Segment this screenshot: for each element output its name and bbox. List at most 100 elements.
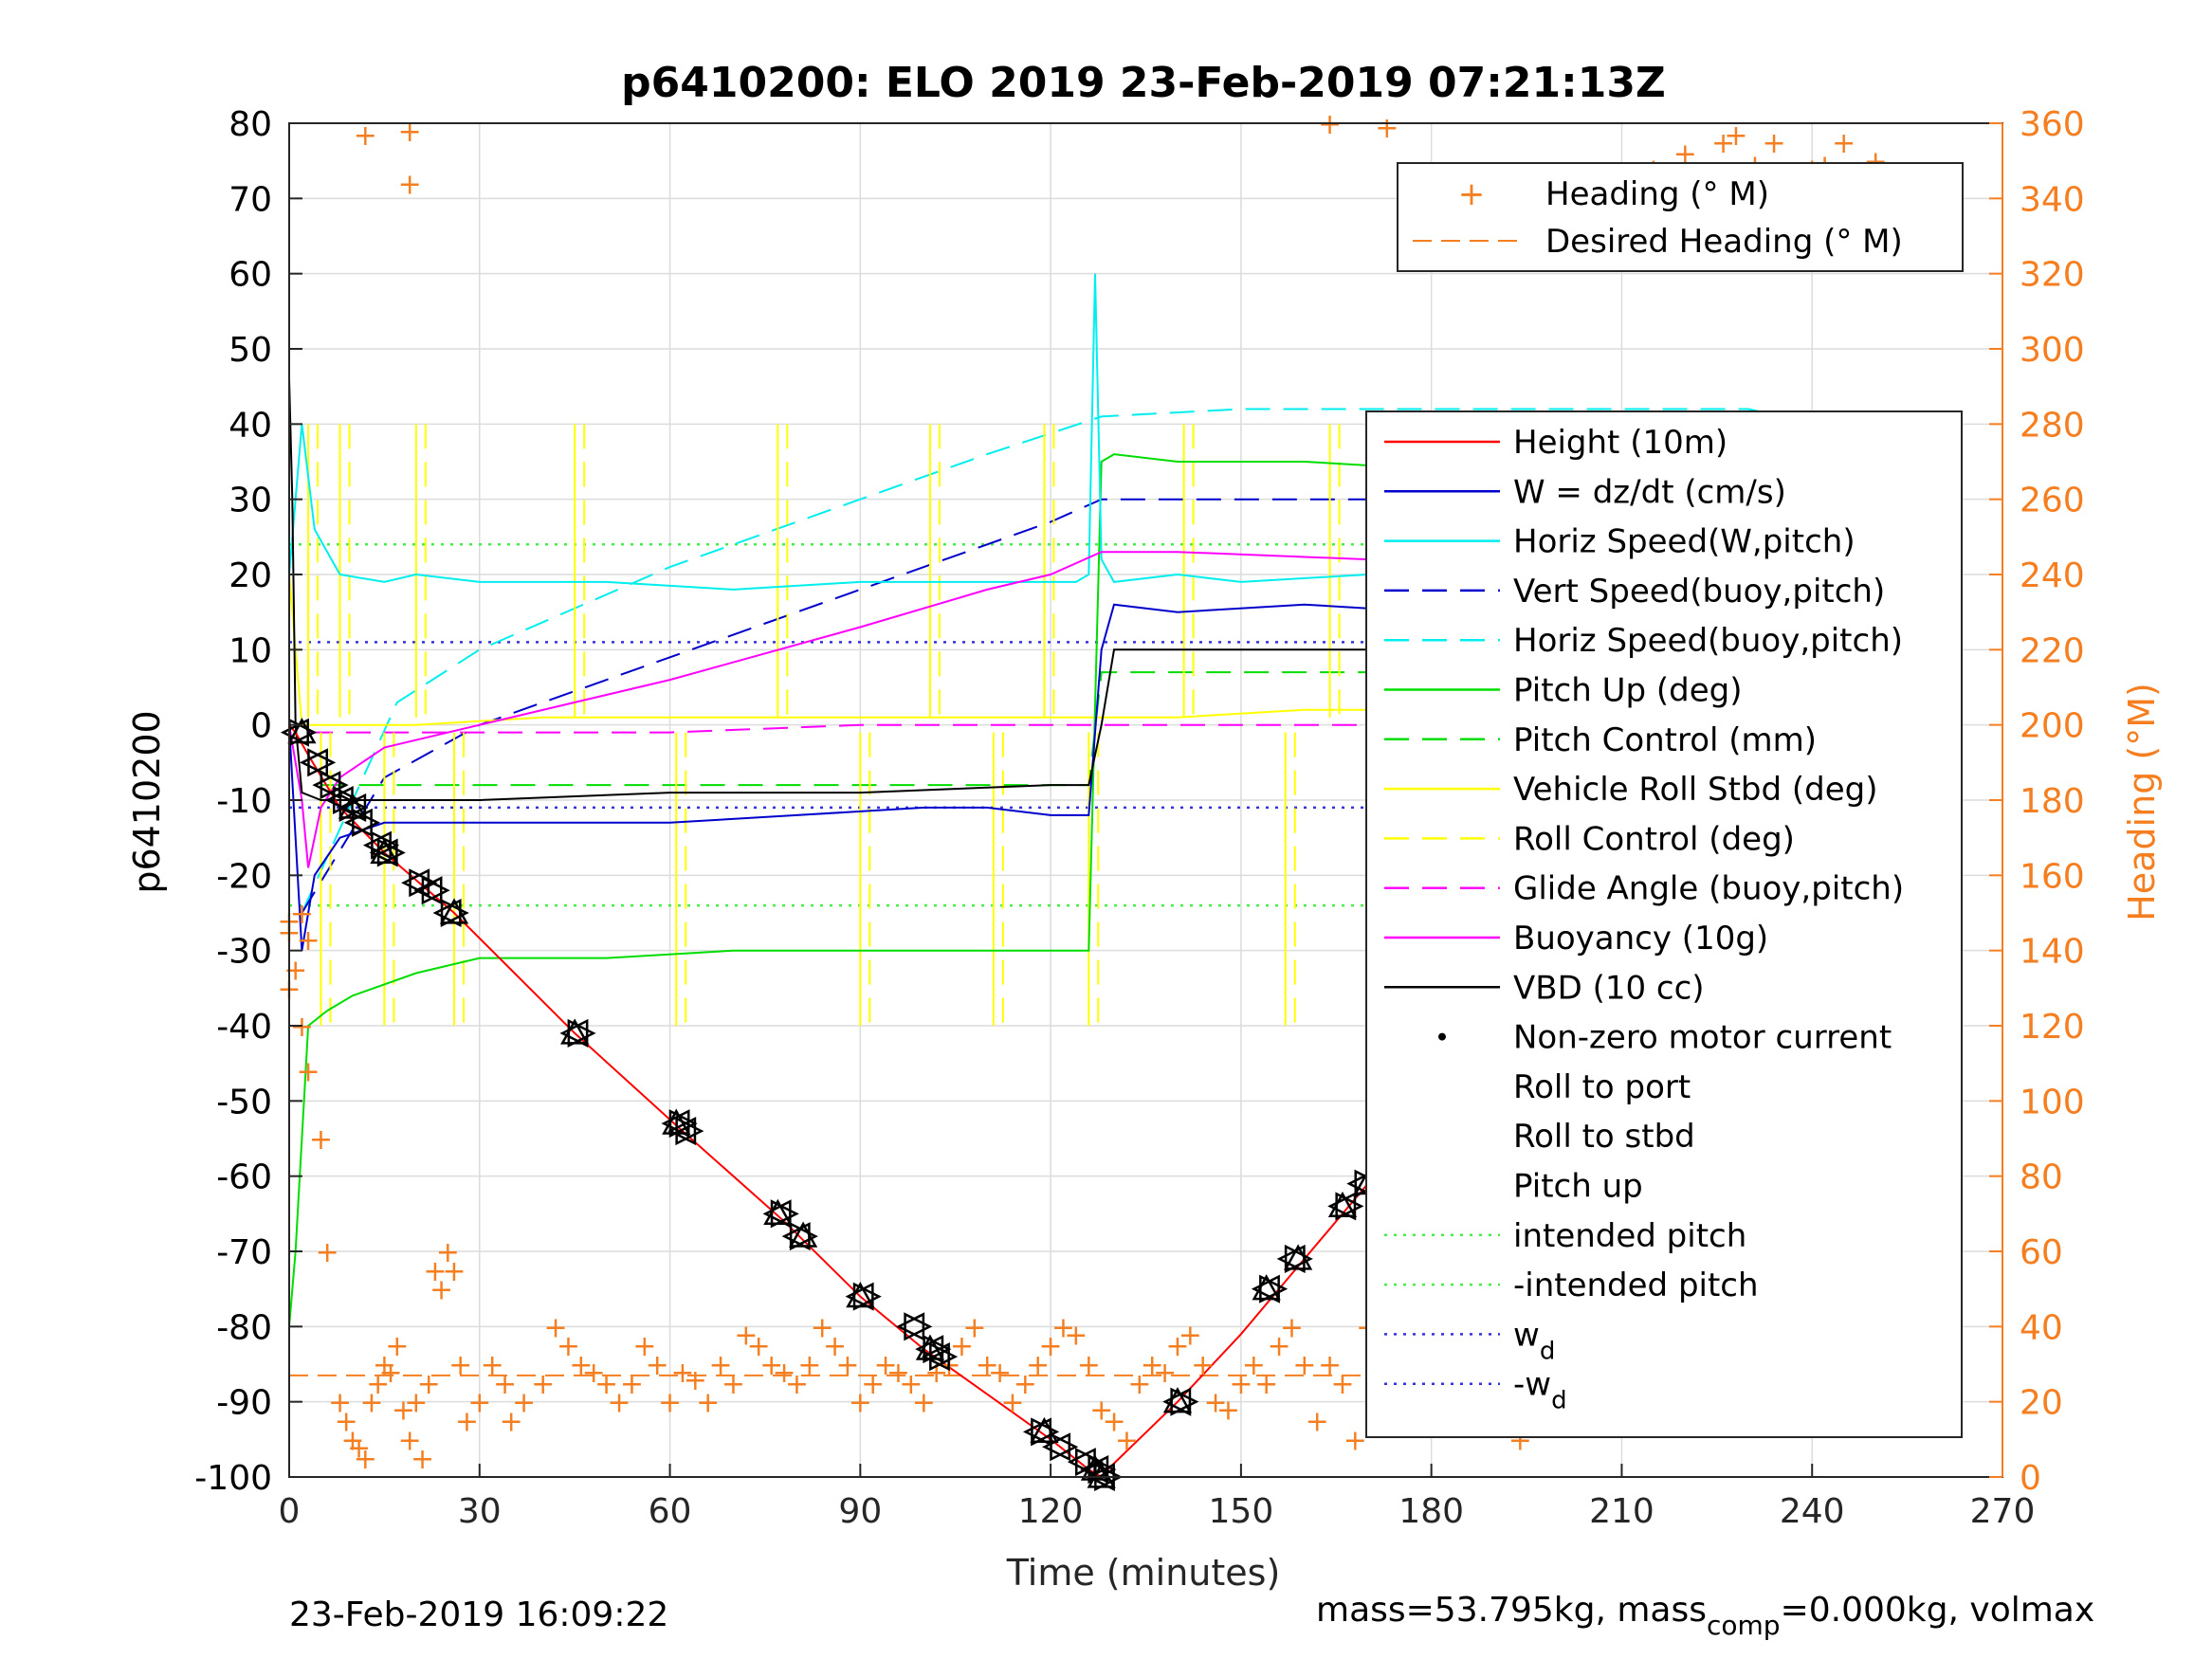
y-right-tick-label: 20 [2020,1384,2063,1423]
heading-point: + [684,1364,707,1397]
x-tick-label: 30 [458,1492,502,1531]
legend-label-text: Vehicle Roll Stbd (deg) [1513,771,1878,809]
heading-point: + [658,1387,682,1420]
x-tick-label: 60 [649,1492,692,1531]
roll-stbd-marker [440,898,469,928]
y-right-tick-label: 240 [2020,556,2085,595]
heading-point: + [379,1357,403,1390]
legend-label-text: VBD (10 cc) [1513,969,1705,1007]
x-tick-label: 240 [1780,1492,1845,1531]
pitch-up-marker [1080,1454,1110,1481]
legend-label: VBD (10 cc) [1513,969,1705,1007]
heading-point: + [696,1387,720,1420]
heading-point: + [297,1056,320,1089]
roll-stbd-marker [1284,1244,1313,1273]
y-left-tick-label: -90 [216,1384,272,1423]
pitch-up-marker [1030,1416,1059,1444]
heading-point: + [493,1368,517,1401]
heading-point: + [544,1311,568,1344]
x-tick-label: 270 [1970,1492,2036,1531]
legend-label-subscript: d [1551,1387,1567,1415]
heading-point: + [290,1011,314,1044]
y-axis-left-ticks: 80 70 60 50 40 30 20 10 0 -10 -20 -30 -40 -50 -60 -70 -8… [194,105,302,1498]
y-right-tick-label: 280 [2020,406,2085,445]
heading-point: + [335,1406,358,1439]
roll-port-marker [1327,1192,1357,1221]
pitch-up-marker [338,793,368,819]
heading-point: + [1064,1319,1088,1352]
footer-mass-b: =0.000kg, volmax [1781,1591,2095,1630]
legend-label-text: -intended pitch [1513,1267,1759,1304]
roll-stbd-marker [929,1342,959,1372]
heading-point: + [709,1349,733,1382]
heading-point: + [340,1424,364,1457]
heading-point: + [785,1368,809,1401]
legend-label: Vert Speed(buoy,pitch) [1513,573,1885,611]
footer-mass-a: mass=53.795kg, mass [1316,1591,1707,1630]
y-right-tick-label: 220 [2020,631,2085,670]
heading-point: + [1127,1368,1151,1401]
heading-point: + [759,1349,783,1382]
legend-heading: + Heading (° M) Desired Heading (° M) [1397,162,1964,272]
y-right-tick-label: 320 [2020,256,2085,295]
y-right-tick-label: 200 [2020,707,2085,746]
pitch-up-marker [662,1108,691,1135]
heading-point: + [373,1349,396,1382]
heading-point: + [398,1424,422,1457]
heading-point: + [1724,119,1747,153]
heading-legend-marker: + [1458,175,1486,213]
x-tick-label: 150 [1209,1492,1274,1531]
legend-label-text: Pitch Up (deg) [1513,672,1742,710]
legend-label: Height (10m) [1513,424,1728,462]
heading-point: + [328,1387,352,1420]
heading-point: + [359,1387,383,1420]
heading-point: + [670,1357,694,1390]
y-left-tick-label: -40 [216,1008,272,1047]
heading-point: + [354,1443,377,1476]
heading-point: + [1204,1387,1228,1420]
heading-point: + [1216,1395,1240,1428]
legend-label-text: Height (10m) [1513,424,1728,462]
y-right-tick-label: 120 [2020,1008,2085,1047]
legend-label-text: Pitch up [1513,1168,1643,1206]
y-right-tick-label: 260 [2020,482,2085,520]
heading-point: + [347,1431,371,1465]
legend-label: -wd [1513,1366,1567,1415]
heading-point: + [531,1368,555,1401]
legend-label-text: Pitch Control (mm) [1513,721,1817,759]
heading-point: + [1267,1330,1290,1363]
heading-point: + [1762,127,1785,160]
y-right-tick-label: 340 [2020,180,2085,219]
heading-point: + [1000,1387,1024,1420]
heading-point: + [620,1368,644,1401]
x-tick-label: 0 [279,1492,301,1531]
heading-point: + [481,1349,504,1382]
roll-port-marker [762,1199,792,1229]
legend-label: Horiz Speed(buoy,pitch) [1513,622,1903,660]
heading-point: + [1242,1349,1266,1382]
heading-point: + [1077,1349,1101,1382]
legend-dot-marker [1438,1032,1446,1041]
y-left-tick-label: -50 [216,1083,272,1121]
y-left-tick-label: -80 [216,1308,272,1347]
roll-port-marker [1067,1448,1096,1477]
heading-point: + [283,955,307,988]
roll-port-marker [1251,1274,1280,1304]
y-left-tick-label: 70 [229,180,272,219]
y-right-tick-label: 80 [2020,1158,2063,1197]
heading-point: + [582,1357,606,1390]
pitch-up-marker [788,1221,818,1248]
legend-label-text: Glide Angle (buoy,pitch) [1513,870,1904,908]
heading-point: + [1318,1349,1342,1382]
heading-point: + [1280,1311,1304,1344]
heading-point: + [290,898,314,931]
heading-point: + [1102,1406,1125,1439]
heading-point: + [632,1330,656,1363]
heading-point: + [436,1236,460,1269]
legend-desired-heading-label: Desired Heading (° M) [1545,223,1903,261]
legend-label-text: intended pitch [1513,1217,1746,1255]
pitch-up-marker [1252,1274,1281,1301]
legend-label: Vehicle Roll Stbd (deg) [1513,771,1878,809]
y-right-tick-label: 180 [2020,782,2085,821]
heading-point: + [1292,1349,1316,1382]
